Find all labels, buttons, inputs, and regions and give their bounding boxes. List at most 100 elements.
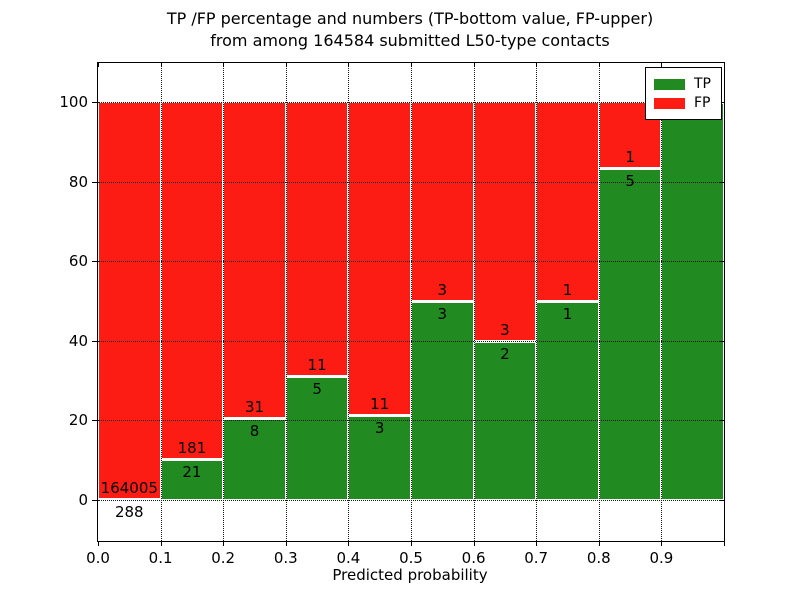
x-tick-mark [160, 541, 162, 546]
x-tick-label: 0.2 [211, 549, 236, 567]
bar-tp-label-3: 5 [312, 379, 322, 398]
vertical-gridline [160, 63, 162, 541]
y-tick-mark-inner [720, 181, 724, 183]
x-tick-mark-inner [98, 63, 99, 67]
bar-fp-label-5: 3 [437, 281, 448, 299]
x-tick-mark-inner [160, 63, 162, 67]
chart-title: TP /FP percentage and numbers (TP-bottom… [97, 8, 723, 52]
x-tick-label: 0.6 [461, 549, 486, 567]
x-tick-mark [661, 541, 663, 546]
bar-tp-label-1: 21 [182, 462, 202, 481]
x-tick-mark-inner [411, 63, 412, 67]
bar-fp-4 [348, 102, 411, 415]
y-tick-label: 100 [59, 93, 88, 111]
vertical-gridline [661, 63, 663, 541]
y-tick-mark [92, 500, 98, 501]
vertical-gridline [598, 63, 600, 541]
x-tick-mark-inner [285, 63, 287, 67]
x-tick-mark [348, 541, 350, 546]
x-tick-label: 0.4 [336, 549, 361, 567]
horizontal-gridline [98, 102, 724, 103]
y-tick-mark-inner [720, 500, 724, 501]
horizontal-gridline [98, 340, 724, 342]
y-tick-mark [92, 261, 98, 263]
x-tick-label: 0.1 [148, 549, 173, 567]
y-tick-label: 60 [68, 252, 88, 271]
bar-fp-label-4: 11 [370, 394, 390, 413]
bar-fp-label-0: 164005 [100, 479, 158, 498]
y-tick-mark [92, 340, 98, 342]
x-tick-mark-inner [348, 63, 350, 67]
bar-tp-3 [285, 375, 349, 500]
bar-fp-label-7: 1 [562, 281, 573, 299]
y-tick-mark-inner [720, 261, 724, 263]
legend-label: FP [694, 95, 711, 111]
bar-fp-7 [536, 102, 599, 301]
x-tick-mark-inner [598, 63, 600, 67]
x-tick-mark [536, 541, 538, 546]
x-tick-label: 0.3 [273, 549, 298, 567]
vertical-gridline [411, 63, 412, 541]
bar-tp-4 [348, 414, 411, 500]
legend-label: TP [694, 76, 711, 92]
y-tick-label: 40 [68, 331, 88, 350]
bar-tp-label-7: 1 [562, 305, 573, 323]
x-tick-mark [98, 541, 99, 546]
bar-fp-label-6: 3 [500, 320, 510, 339]
bar-fp-2 [223, 102, 286, 419]
x-tick-mark [724, 541, 725, 546]
y-tick-label: 0 [78, 491, 88, 509]
bar-tp-label-5: 3 [437, 305, 448, 323]
bar-fp-label-2: 31 [244, 398, 265, 417]
x-tick-mark [598, 541, 600, 546]
x-tick-mark-inner [536, 63, 538, 67]
x-tick-mark [285, 541, 287, 546]
x-tick-mark-inner [661, 63, 663, 67]
bar-fp-5 [411, 102, 474, 301]
bar-fp-label-8: 1 [625, 148, 635, 167]
legend: TP FP [645, 67, 722, 120]
chart-title-line2: from among 164584 submitted L50-type con… [210, 31, 610, 50]
bar-tp-7 [536, 301, 599, 500]
bar-fp-3 [285, 102, 349, 376]
x-tick-label: 0.5 [399, 549, 423, 567]
horizontal-gridline [98, 261, 724, 263]
bar-tp-label-2: 8 [249, 422, 260, 441]
bar-tp-label-6: 2 [500, 344, 510, 363]
bar-tp-1 [160, 458, 224, 500]
x-tick-label: 0.8 [586, 549, 611, 567]
vertical-gridline [223, 63, 225, 541]
y-tick-label: 20 [68, 411, 88, 430]
x-tick-mark-inner [473, 63, 475, 67]
bar-tp-9 [661, 102, 724, 500]
y-tick-mark [92, 420, 98, 422]
y-tick-mark [92, 102, 98, 103]
vertical-gridline [536, 63, 538, 541]
y-tick-mark-inner [720, 102, 724, 103]
bar-fp-label-1: 181 [177, 438, 207, 457]
x-tick-label: 0.7 [524, 549, 549, 567]
legend-item-fp: FP [654, 95, 711, 111]
bar-fp-6 [473, 102, 537, 341]
bar-tp-label-4: 3 [374, 418, 385, 437]
y-tick-mark-inner [720, 340, 724, 342]
bar-tp-8 [598, 168, 662, 500]
bar-tp-label-8: 5 [625, 172, 635, 191]
bar-fp-1 [160, 102, 224, 459]
bar-tp-5 [411, 301, 474, 500]
horizontal-gridline [98, 181, 724, 183]
bar-fp-0 [98, 102, 161, 500]
vertical-gridline [348, 63, 350, 541]
tp-color-swatch [654, 78, 685, 90]
y-tick-label: 80 [68, 172, 88, 191]
x-axis-label: Predicted probability [332, 566, 488, 584]
x-tick-label: 0.9 [649, 549, 674, 567]
chart-title-line1: TP /FP percentage and numbers (TP-bottom… [166, 9, 654, 28]
x-tick-mark-inner [724, 63, 725, 67]
vertical-gridline [285, 63, 287, 541]
vertical-gridline [473, 63, 475, 541]
y-tick-mark [92, 181, 98, 183]
horizontal-gridline [98, 420, 724, 422]
bar-fp-label-3: 11 [307, 355, 327, 374]
